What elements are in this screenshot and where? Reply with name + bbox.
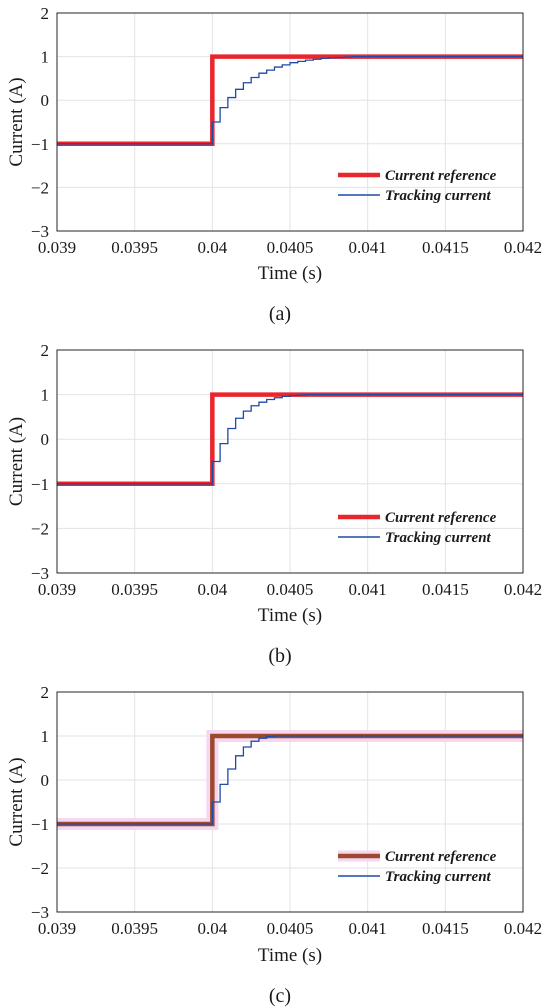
y-tick-label: 1 <box>41 48 50 67</box>
x-tick-label: 0.041 <box>349 580 387 599</box>
x-tick-label: 0.041 <box>349 238 387 257</box>
x-tick-label: 0.039 <box>38 238 76 257</box>
y-tick-label: 0 <box>41 91 50 110</box>
y-tick-label: −2 <box>31 178 49 197</box>
x-tick-label: 0.0415 <box>422 238 469 257</box>
y-tick-label: −3 <box>31 222 49 241</box>
x-tick-label: 0.0405 <box>267 238 314 257</box>
x-tick-label: 0.041 <box>349 919 387 938</box>
legend-label: Tracking current <box>385 530 492 546</box>
y-tick-label: −3 <box>31 564 49 583</box>
x-tick-label: 0.0405 <box>267 919 314 938</box>
x-tick-label: 0.039 <box>38 580 76 599</box>
y-tick-label: −3 <box>31 903 49 922</box>
y-axis-label: Current (A) <box>6 77 27 166</box>
x-tick-label: 0.04 <box>197 580 227 599</box>
panel-caption: (a) <box>269 303 291 325</box>
x-tick-label: 0.0405 <box>267 580 314 599</box>
x-axis-label: Time (s) <box>258 605 322 626</box>
y-axis-label: Current (A) <box>6 417 27 506</box>
y-tick-label: 1 <box>41 386 50 405</box>
x-tick-label: 0.042 <box>504 238 542 257</box>
y-tick-label: 1 <box>41 727 50 746</box>
x-tick-label: 0.04 <box>197 238 227 257</box>
x-tick-label: 0.0415 <box>422 580 469 599</box>
chart-panel-1: 0.039 0.0395 0.04 0.0405 0.041 0.0415 0.042 −3 −… <box>6 4 542 325</box>
x-tick-label: 0.042 <box>504 580 542 599</box>
axes-frame <box>56 691 524 913</box>
series-line-tracking <box>57 393 523 485</box>
y-tick-label: 2 <box>41 683 50 702</box>
y-tick-label: 2 <box>41 4 50 23</box>
y-tick-label: −2 <box>31 519 49 538</box>
legend-label: Tracking current <box>385 869 492 885</box>
y-tick-label: 2 <box>41 341 50 360</box>
chart-panel-3: 0.039 0.0395 0.04 0.0405 0.041 0.0415 0.042 −3 −… <box>6 683 542 1007</box>
x-axis-label: Time (s) <box>258 263 322 284</box>
x-tick-label: 0.0395 <box>111 580 158 599</box>
x-tick-label: 0.039 <box>38 919 76 938</box>
x-tick-label: 0.0415 <box>422 919 469 938</box>
legend-label: Current reference <box>385 510 497 526</box>
axes-frame <box>56 349 524 574</box>
x-tick-label: 0.0395 <box>111 919 158 938</box>
chart-panel-2: 0.039 0.0395 0.04 0.0405 0.041 0.0415 0.042 −3 −… <box>6 341 542 667</box>
y-axis-label: Current (A) <box>6 757 27 846</box>
y-tick-label: −1 <box>31 475 49 494</box>
x-tick-label: 0.042 <box>504 919 542 938</box>
y-tick-label: −1 <box>31 815 49 834</box>
x-axis-label: Time (s) <box>258 945 322 966</box>
x-tick-label: 0.0395 <box>111 238 158 257</box>
panel-caption: (b) <box>268 645 291 667</box>
panel-caption: (c) <box>269 985 291 1007</box>
y-tick-label: −2 <box>31 859 49 878</box>
legend-label: Current reference <box>385 168 497 184</box>
legend-label: Tracking current <box>385 188 492 204</box>
series-line-tracking <box>57 735 523 825</box>
y-tick-label: 0 <box>41 771 50 790</box>
legend-label: Current reference <box>385 849 497 865</box>
axes-frame <box>56 12 524 232</box>
x-tick-label: 0.04 <box>197 919 227 938</box>
series-line-tracking <box>57 55 523 145</box>
y-tick-label: 0 <box>41 430 50 449</box>
y-tick-label: −1 <box>31 135 49 154</box>
